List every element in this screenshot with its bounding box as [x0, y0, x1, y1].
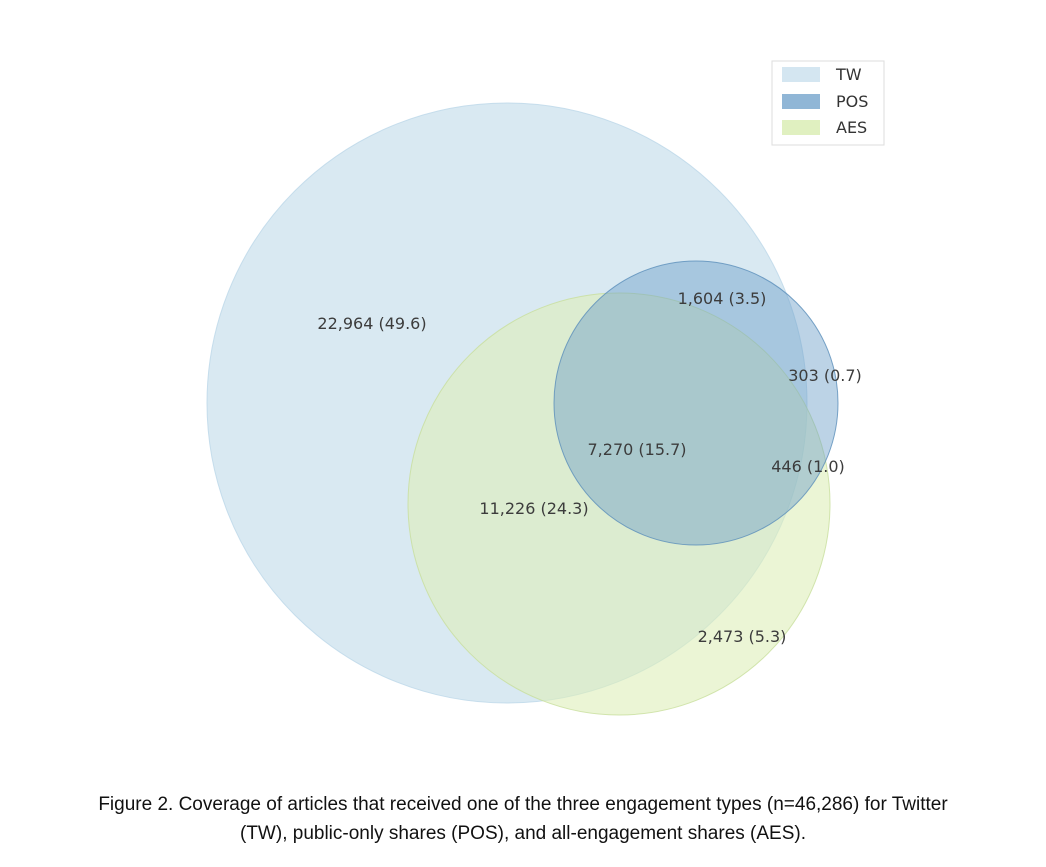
caption-line-1: Figure 2. Coverage of articles that rece… [98, 794, 948, 815]
legend-label-pos: POS [836, 92, 868, 111]
legend-swatch-tw [782, 67, 820, 82]
region-label-tw-pos: 1,604 (3.5) [678, 289, 767, 308]
legend-swatch-pos [782, 94, 820, 109]
region-label-pos-aes: 446 (1.0) [771, 457, 845, 476]
legend-label-aes: AES [836, 118, 867, 137]
venn-diagram: 22,964 (49.6) 1,604 (3.5) 303 (0.7) 7,27… [206, 60, 885, 716]
region-label-tw-aes: 11,226 (24.3) [479, 499, 588, 518]
legend-swatch-aes [782, 120, 820, 135]
region-label-all-three: 7,270 (15.7) [588, 440, 687, 459]
legend-label-tw: TW [835, 65, 862, 84]
figure-caption: Figure 2. Coverage of articles that rece… [20, 790, 1026, 848]
region-label-tw-only: 22,964 (49.6) [317, 314, 426, 333]
caption-line-2: (TW), public-only shares (POS), and all-… [240, 823, 806, 844]
venn-circle-pos [553, 260, 839, 546]
region-label-pos-only: 303 (0.7) [788, 366, 862, 385]
venn-circle-aes [407, 292, 831, 716]
region-label-aes-only: 2,473 (5.3) [698, 627, 787, 646]
legend: TW POS AES [771, 60, 885, 146]
